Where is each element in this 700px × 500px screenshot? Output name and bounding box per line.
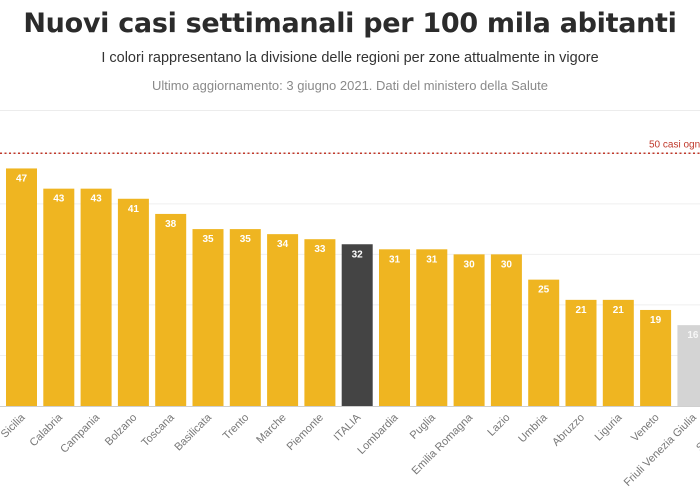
x-tick-label: ITALIA bbox=[332, 411, 364, 443]
bar-value-label: 31 bbox=[389, 254, 401, 265]
bar-value-label: 34 bbox=[277, 239, 289, 250]
x-tick-label: Calabria bbox=[27, 411, 65, 449]
bar-campania bbox=[80, 188, 112, 406]
bar-puglia bbox=[416, 249, 448, 406]
bar-liguria bbox=[602, 299, 634, 406]
bar-lazio bbox=[490, 254, 522, 406]
bar-marche bbox=[267, 234, 299, 406]
bar-value-label: 21 bbox=[613, 305, 625, 316]
value-labels: 47 43 43 41 38 35 35 34 33 32 31 31 30 30 25 21 21 19 16 bbox=[16, 173, 699, 341]
last-updated-note: Ultimo aggiornamento: 3 giugno 2021. Dat… bbox=[151, 78, 548, 93]
x-tick-label: Umbria bbox=[516, 411, 550, 445]
bar-value-label: 43 bbox=[91, 194, 103, 205]
x-tick-label: Campania bbox=[58, 411, 103, 456]
bar-value-label: 32 bbox=[352, 249, 364, 260]
x-tick-label: Bolzano bbox=[103, 412, 140, 449]
reference-line-group: 50 casi ogni bbox=[0, 139, 700, 155]
bar-trento bbox=[229, 229, 261, 406]
x-tick-label: Lazio bbox=[485, 412, 512, 439]
bar-italia bbox=[341, 244, 373, 406]
reference-line-label: 50 casi ogni bbox=[649, 139, 700, 150]
bar-veneto bbox=[640, 309, 672, 406]
x-tick-label: Basilicata bbox=[172, 411, 214, 453]
x-tick-label: Toscana bbox=[139, 411, 177, 449]
bars bbox=[6, 168, 700, 406]
chart-subtitle: I colori rappresentano la divisione dell… bbox=[101, 50, 599, 66]
bar-lombardia bbox=[379, 249, 410, 406]
bar-friuli-venezia-giulia bbox=[677, 325, 700, 406]
header-divider bbox=[0, 110, 700, 111]
bar-value-label: 35 bbox=[202, 234, 214, 245]
bar-value-label: 33 bbox=[314, 244, 326, 255]
chart-title: Nuovi casi settimanali per 100 mila abit… bbox=[23, 8, 677, 39]
bar-basilicata bbox=[192, 229, 224, 406]
bar-value-label: 41 bbox=[128, 204, 140, 215]
bar-value-label: 43 bbox=[53, 194, 65, 205]
bar-value-label: 31 bbox=[426, 254, 438, 265]
x-tick-label: Piemonte bbox=[285, 412, 326, 453]
bar-value-label: 25 bbox=[538, 285, 550, 296]
x-tick-label: Trento bbox=[221, 412, 252, 443]
x-tick-label: Puglia bbox=[408, 411, 439, 442]
bar-value-label: 30 bbox=[464, 259, 476, 270]
bar-value-label: 16 bbox=[687, 330, 699, 341]
bar-piemonte bbox=[304, 239, 336, 406]
x-tick-label: Abruzzo bbox=[550, 412, 587, 449]
bar-value-label: 35 bbox=[240, 234, 252, 245]
x-tick-label: Veneto bbox=[629, 412, 662, 445]
bar-value-label: 21 bbox=[575, 305, 587, 316]
x-tick-label: Sicilia bbox=[0, 411, 28, 440]
bar-umbria bbox=[528, 279, 560, 406]
bar-value-label: 38 bbox=[165, 219, 177, 230]
x-tick-label: Liguria bbox=[593, 411, 625, 443]
bar-emilia-romagna bbox=[453, 254, 485, 406]
bar-value-label: 47 bbox=[16, 173, 28, 184]
x-tick-label: Friuli Venezia Giulia bbox=[622, 411, 700, 489]
x-tick-label: Marche bbox=[254, 412, 288, 446]
bar-calabria bbox=[43, 188, 75, 406]
x-tick-label: Lombardia bbox=[355, 411, 401, 457]
bar-sicilia bbox=[6, 168, 37, 406]
bar-value-label: 19 bbox=[650, 315, 662, 326]
bar-abruzzo bbox=[565, 299, 597, 406]
bar-bolzano bbox=[117, 198, 149, 406]
bar-toscana bbox=[155, 213, 187, 406]
bar-value-label: 30 bbox=[501, 259, 513, 270]
